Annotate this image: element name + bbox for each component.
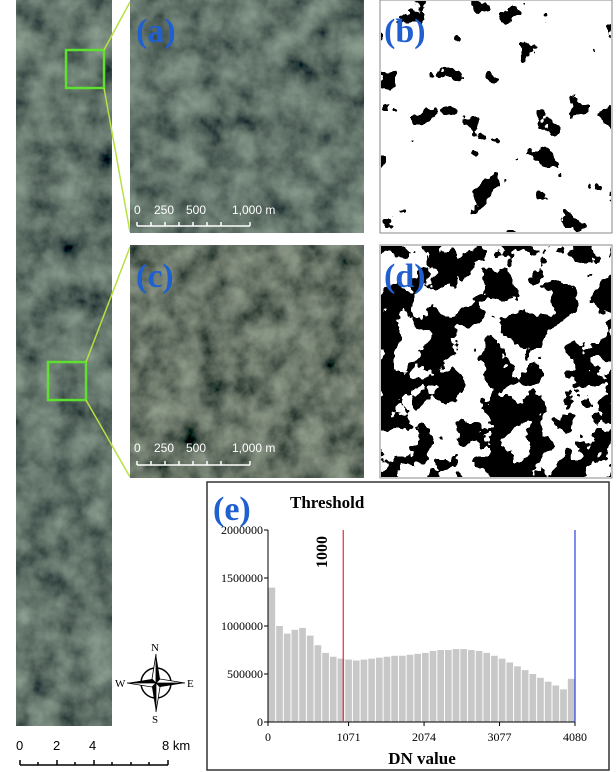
bar: [292, 630, 299, 722]
x-tick-label: 4080: [563, 730, 587, 744]
bar: [476, 651, 483, 722]
panel-label: (c): [136, 258, 174, 295]
y-tick-label: 500000: [227, 667, 263, 681]
x-tick-label: 1071: [337, 730, 361, 744]
bar: [422, 653, 429, 722]
bar: [353, 661, 360, 722]
bar: [529, 674, 536, 722]
bar: [537, 678, 544, 722]
scale-bar: [20, 760, 168, 765]
bar: [368, 659, 375, 722]
bar: [276, 626, 283, 722]
bar: [453, 649, 460, 722]
compass-label: W: [115, 678, 126, 690]
bar: [384, 657, 391, 722]
scale-label: 8 km: [162, 738, 190, 753]
bar: [499, 659, 506, 722]
bar: [299, 628, 306, 722]
bar: [345, 660, 352, 722]
bar: [407, 655, 414, 722]
bar: [460, 649, 467, 722]
bar: [560, 689, 567, 722]
scale-label: 1,000 m: [232, 441, 275, 455]
y-tick-label: 2000000: [221, 523, 263, 537]
annotation: Threshold: [290, 493, 365, 512]
scale-label: 250: [154, 441, 174, 455]
x-tick-label: 0: [265, 730, 271, 744]
compass-label: N: [151, 642, 159, 654]
bar: [506, 662, 513, 722]
bar: [552, 686, 559, 722]
scale-label: 500: [186, 203, 206, 217]
scale-label: 0: [16, 738, 23, 753]
bar: [284, 634, 291, 722]
scale-label: 0: [134, 203, 141, 217]
panel-label: (b): [384, 13, 426, 50]
panel-label: (a): [136, 13, 176, 50]
x-axis-label: DN value: [388, 749, 456, 768]
bar: [391, 656, 398, 722]
bar: [269, 588, 276, 722]
bar: [330, 657, 337, 722]
bar: [315, 645, 322, 722]
threshold-label: 1000: [314, 536, 331, 568]
compass: N S E W: [115, 642, 194, 726]
panel-label: (d): [384, 258, 426, 295]
scale-label: 1,000 m: [232, 203, 275, 217]
compass-label: S: [152, 714, 158, 726]
bar: [437, 650, 444, 722]
bar: [522, 670, 529, 722]
scale-label: 0: [134, 441, 141, 455]
scale-label: 250: [154, 203, 174, 217]
bar: [514, 666, 521, 722]
bar: [361, 660, 368, 722]
bar: [430, 651, 437, 722]
scale-label: 500: [186, 441, 206, 455]
bar: [399, 656, 406, 722]
y-tick-label: 0: [257, 715, 263, 729]
figure: (a) (b) (c) (d) 0 250 500 1,000 m 0 250 …: [0, 0, 616, 772]
x-tick-label: 2074: [412, 730, 436, 744]
bar: [414, 654, 421, 722]
bar: [322, 653, 329, 722]
y-tick-label: 1000000: [221, 619, 263, 633]
bar: [545, 682, 552, 722]
bar: [445, 650, 452, 722]
bar: [568, 679, 575, 722]
bar: [483, 653, 490, 722]
compass-label: E: [187, 678, 194, 690]
bar: [491, 656, 498, 722]
bar: [307, 636, 314, 722]
scale-label: 2: [53, 738, 60, 753]
x-tick-label: 3077: [488, 730, 512, 744]
bar: [468, 650, 475, 722]
scale-label: 4: [89, 738, 96, 753]
y-tick-label: 1500000: [221, 571, 263, 585]
bar: [376, 658, 383, 722]
